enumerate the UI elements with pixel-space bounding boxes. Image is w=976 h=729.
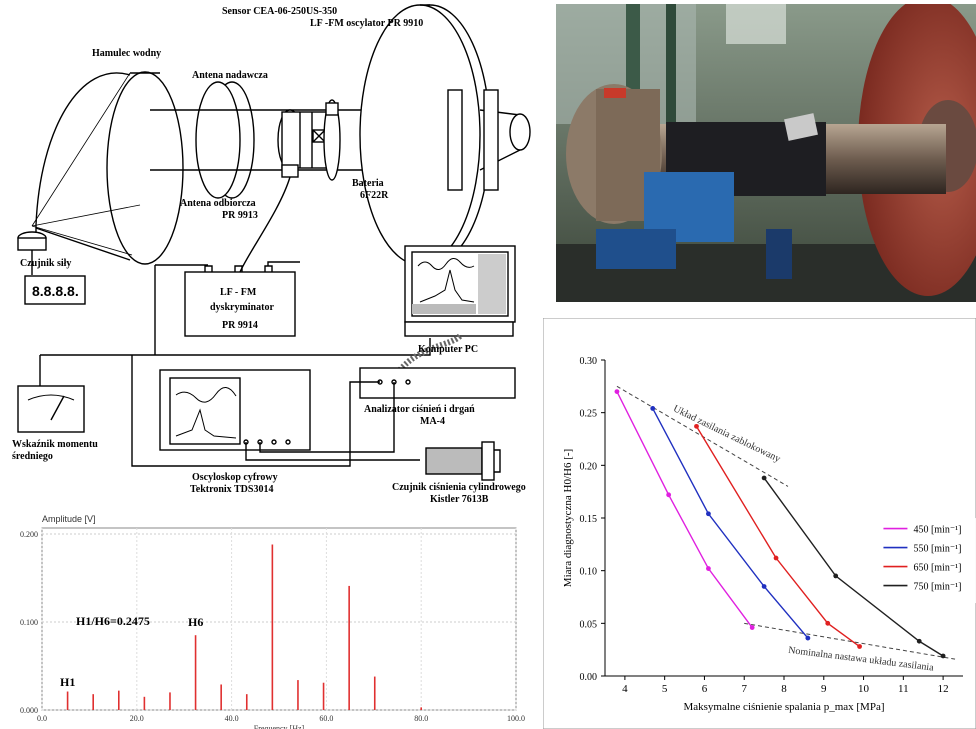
x-tick-label: 5: [662, 683, 668, 695]
series-point: [857, 644, 862, 649]
x-axis-label: Maksymalne ciśnienie spalania p_max [MPa…: [683, 701, 884, 713]
label-discriminator-2: dyskryminator: [210, 302, 274, 313]
series-line: [616, 391, 753, 628]
x-tick-label: 4: [622, 683, 628, 695]
label-discriminator-model: PR 9914: [222, 320, 258, 331]
series-point: [749, 625, 755, 630]
label-scope-model: Tektronix TDS3014: [190, 484, 273, 495]
series-point: [940, 653, 946, 659]
series-point: [650, 406, 656, 411]
series-line: [763, 477, 944, 657]
spectrum-ylabel: Amplitude [V]: [42, 514, 96, 524]
spectrum-xtick: 60.0: [319, 714, 333, 723]
y-tick-label: 0.20: [580, 461, 598, 472]
spectrum-xtick: 80.0: [414, 714, 428, 723]
series-point: [761, 475, 767, 481]
envelope-lower: [744, 622, 956, 660]
legend-label: 750 [min⁻¹]: [913, 582, 961, 593]
y-tick-label: 0.10: [580, 567, 598, 578]
spectrum-xtick: 40.0: [225, 714, 239, 723]
x-tick-label: 8: [781, 683, 787, 695]
series-point: [773, 555, 779, 561]
legend-box: [876, 518, 976, 604]
label-sensor: Sensor CEA-06-250US-350: [222, 6, 337, 17]
series-point: [916, 638, 922, 644]
spectrum-ytick: 0.200: [20, 530, 38, 539]
spectrum-h6-label: H6: [188, 615, 203, 629]
label-force-sensor: Czujnik siły: [20, 258, 71, 269]
x-tick-label: 12: [938, 683, 949, 695]
spectrum-chart: Amplitude [V] 0.000 0.100 0.200 0.0 20.0 40.0…: [0, 510, 540, 729]
label-rx-antenna-model: PR 9913: [222, 210, 258, 221]
label-cylinder-sensor-model: Kistler 7613B: [430, 494, 489, 505]
spectrum-ytick: 0.000: [20, 706, 38, 715]
y-tick-label: 0.05: [580, 619, 598, 630]
label-discriminator: LF - FM: [220, 287, 257, 298]
series-point: [833, 573, 839, 579]
measurement-schematic: Sensor CEA-06-250US-350 LF -FM oscylator…: [12, 4, 531, 505]
label-brake: Hamulec wodny: [92, 48, 161, 59]
label-analyzer-model: MA-4: [420, 416, 445, 427]
label-cylinder-sensor: Czujnik ciśnienia cylindrowego: [392, 482, 526, 493]
display-digits: 8.8.8.8.: [32, 283, 79, 299]
x-tick-label: 11: [898, 683, 909, 695]
y-axis-label: Miara diagnostyczna H0/H6 [-]: [562, 449, 574, 587]
spectrum-xtick: 100.0: [507, 714, 525, 723]
y-tick-label: 0.25: [580, 409, 598, 420]
label-meter: Wskaźnik momentu: [12, 439, 98, 450]
label-pc: Komputer PC: [418, 344, 478, 355]
spectrum-xtick: 0.0: [37, 714, 47, 723]
legend-label: 550 [min⁻¹]: [913, 544, 961, 555]
y-tick-label: 0.30: [580, 356, 598, 367]
label-battery: Bateria: [352, 178, 384, 189]
series-point: [825, 620, 831, 626]
legend-label: 650 [min⁻¹]: [913, 563, 961, 574]
spectrum-xtick: 20.0: [130, 714, 144, 723]
label-analyzer: Analizator ciśnień i drgań: [364, 404, 475, 415]
x-tick-label: 9: [821, 683, 827, 695]
legend-label: 450 [min⁻¹]: [913, 525, 961, 536]
spectrum-h1-label: H1: [60, 675, 75, 689]
label-rx-antenna: Antena odbiorcza: [180, 198, 256, 209]
x-tick-label: 10: [858, 683, 870, 695]
series-point: [666, 492, 672, 498]
label-tx-antenna: Antena nadawcza: [192, 70, 268, 81]
spectrum-ytick: 0.100: [20, 618, 38, 627]
series-point: [706, 566, 711, 571]
series-line: [652, 408, 809, 639]
y-tick-label: 0.15: [580, 514, 598, 525]
label-battery-model: 6F22R: [360, 190, 389, 201]
spectrum-xlabel: Frequency [Hz]: [254, 724, 305, 729]
series-point: [805, 635, 811, 641]
label-scope: Oscyloskop cyfrowy: [192, 472, 278, 483]
series-line: [695, 425, 860, 648]
x-tick-label: 6: [702, 683, 708, 695]
test-rig-photo: [556, 4, 976, 302]
y-tick-label: 0.00: [580, 672, 598, 683]
spectrum-ratio-label: H1/H6=0.2475: [76, 614, 150, 628]
series-point: [614, 389, 620, 394]
label-meter-2: średniego: [12, 451, 53, 462]
series-point: [694, 423, 699, 429]
series-point: [761, 584, 767, 589]
series-point: [706, 511, 711, 517]
x-tick-label: 7: [741, 683, 747, 695]
diagnostic-line-chart: 0.00 0.05 0.10 0.15 0.20 0.25 0.30 4 5 6 7 8 9 10 11 12…: [543, 318, 976, 729]
label-oscillator: LF -FM oscylator PR 9910: [310, 18, 423, 29]
